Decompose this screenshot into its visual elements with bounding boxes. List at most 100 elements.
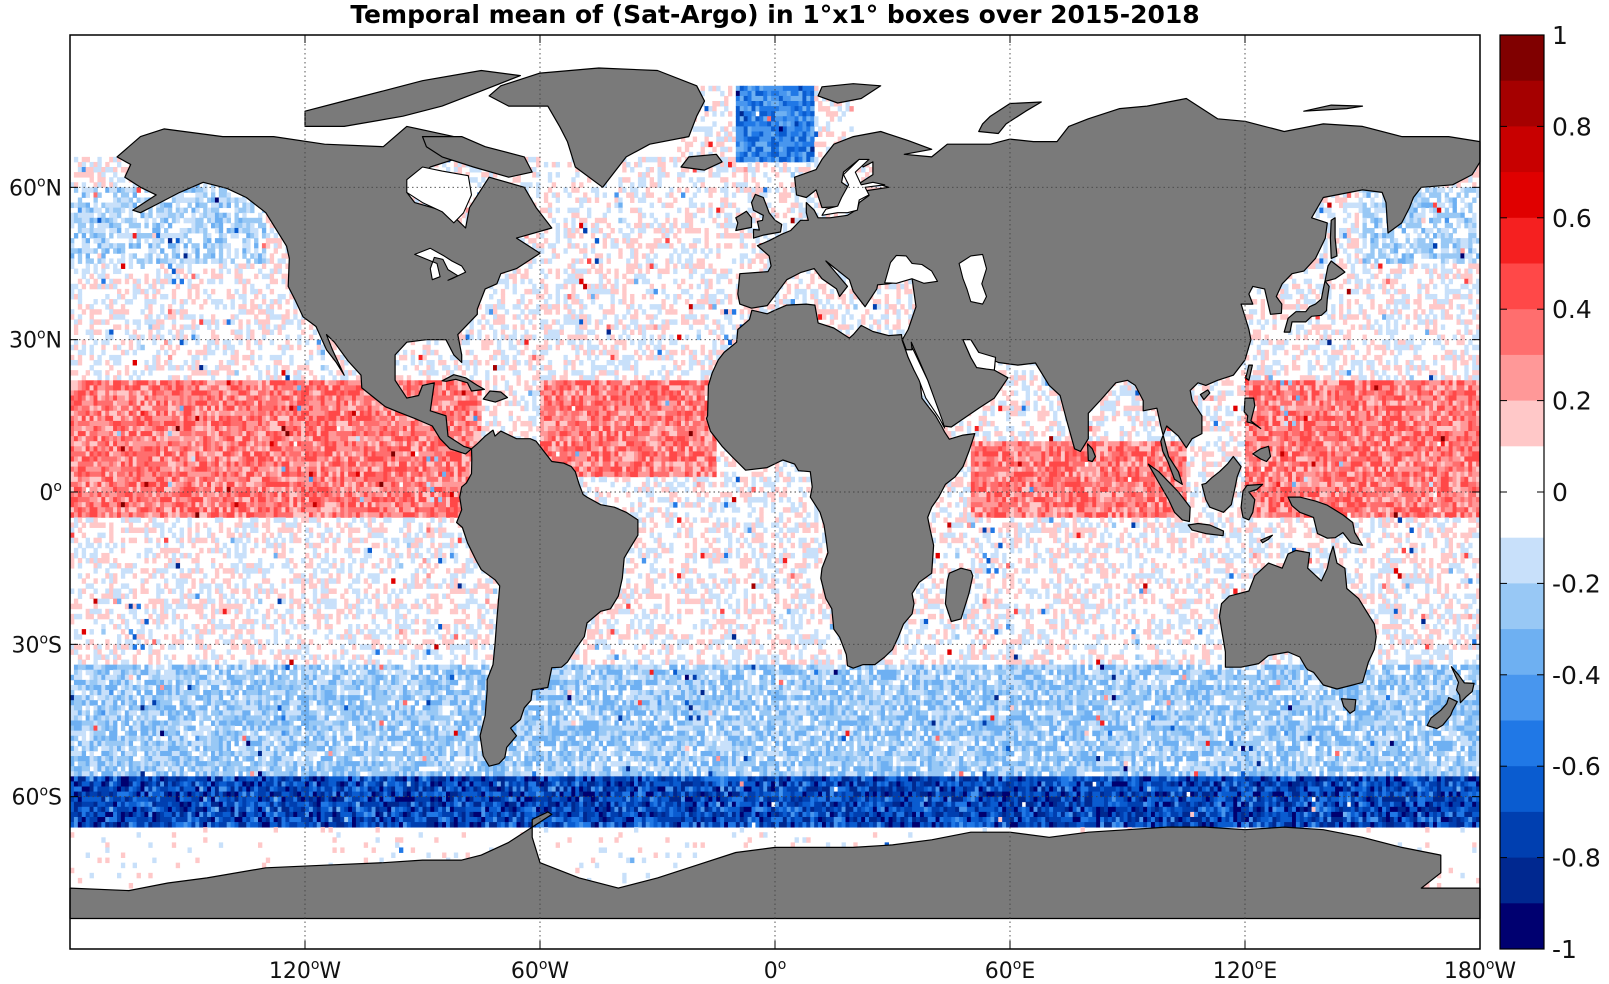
- heat-cell: [1389, 268, 1403, 275]
- heat-cell: [261, 293, 267, 300]
- heat-cell: [806, 121, 811, 127]
- heat-cell: [696, 177, 705, 183]
- heat-cell: [637, 182, 647, 188]
- heat-cell: [1401, 304, 1410, 310]
- heat-cell: [97, 172, 102, 178]
- heat-cell: [837, 116, 842, 122]
- heat-cell: [751, 131, 760, 137]
- heat-cell: [567, 243, 572, 249]
- heat-cell: [728, 111, 733, 117]
- heat-cell: [1413, 202, 1418, 209]
- heat-cell: [199, 319, 204, 325]
- heat-cell: [1433, 222, 1438, 229]
- heat-cell: [77, 222, 87, 229]
- heat-cell: [124, 273, 130, 280]
- heat-cell: [778, 299, 784, 305]
- heat-cell: [802, 111, 807, 117]
- heat-cell: [904, 288, 913, 295]
- heat-cell: [520, 324, 525, 330]
- heat-cell: [606, 202, 611, 209]
- heat-cell: [113, 197, 118, 203]
- heat-cell: [269, 304, 275, 310]
- heat-cell: [1476, 324, 1481, 330]
- heat-cell: [167, 314, 177, 320]
- heat-cell: [222, 263, 228, 269]
- heat-cell: [85, 192, 90, 198]
- heat-cell: [97, 156, 102, 163]
- heat-cell: [1464, 217, 1469, 224]
- heat-cell: [622, 233, 631, 239]
- heat-cell: [1456, 319, 1461, 325]
- heat-cell: [1440, 253, 1461, 259]
- heat-cell: [739, 187, 745, 193]
- heat-cell: [70, 212, 75, 219]
- heat-cell: [641, 253, 647, 259]
- heat-cell: [109, 243, 114, 249]
- heat-cell: [1358, 304, 1363, 310]
- heat-cell: [704, 136, 709, 143]
- heat-cell: [167, 222, 173, 229]
- heat-cell: [720, 177, 729, 183]
- heat-cell: [113, 268, 122, 275]
- heat-cell: [567, 161, 572, 168]
- heat-cell: [113, 263, 118, 269]
- heat-cell: [93, 238, 102, 244]
- heat-cell: [602, 243, 607, 249]
- heat-cell: [101, 217, 106, 224]
- heat-cell: [673, 248, 678, 254]
- heat-cell: [277, 299, 282, 305]
- heat-cell: [775, 111, 788, 117]
- heat-cell: [731, 126, 737, 132]
- heat-cell: [152, 293, 157, 300]
- heat-cell: [1476, 304, 1481, 310]
- heat-cell: [1386, 278, 1391, 285]
- heat-cell: [747, 167, 756, 173]
- heat-cell: [677, 172, 686, 178]
- heat-cell: [109, 177, 114, 183]
- heat-cell: [93, 187, 98, 193]
- heat-cell: [152, 324, 161, 330]
- heat-cell: [277, 324, 282, 330]
- heat-cell: [493, 314, 498, 320]
- heat-cell: [579, 319, 584, 325]
- heat-cell: [524, 329, 529, 335]
- heat-cell: [465, 329, 470, 335]
- heat-cell: [277, 304, 282, 310]
- heat-cell: [786, 116, 795, 122]
- heat-cell: [900, 304, 905, 310]
- heat-cell: [183, 253, 188, 259]
- heat-cell: [1327, 278, 1332, 285]
- heat-cell: [246, 258, 251, 264]
- heat-cell: [175, 207, 181, 214]
- heat-cell: [1397, 263, 1403, 269]
- heat-cell: [1339, 299, 1344, 305]
- heat-cell: [810, 95, 815, 102]
- heat-cell: [1460, 212, 1465, 219]
- heat-cell: [547, 258, 553, 264]
- heat-cell: [1452, 293, 1461, 300]
- heat-cell: [70, 258, 75, 264]
- heat-cell: [179, 334, 184, 341]
- heat-cell: [751, 177, 756, 183]
- heat-cell: [661, 222, 666, 229]
- heat-cell: [1339, 233, 1344, 239]
- heat-cell: [524, 304, 529, 310]
- heat-cell: [73, 268, 79, 275]
- heat-cell: [81, 156, 90, 163]
- heat-cell: [798, 101, 803, 107]
- heat-cell: [167, 278, 173, 285]
- heat-cell: [802, 126, 807, 132]
- heat-cell: [156, 278, 161, 285]
- heat-cell: [238, 227, 243, 234]
- heat-cell: [661, 233, 666, 239]
- heat-cell: [790, 121, 795, 127]
- heat-cell: [218, 253, 224, 259]
- heat-cell: [183, 258, 196, 264]
- heat-cell: [771, 116, 776, 122]
- heat-cell: [594, 217, 607, 224]
- heat-cell: [700, 293, 705, 300]
- heat-cell: [806, 111, 811, 117]
- heat-cell: [598, 263, 604, 269]
- heat-cell: [661, 227, 666, 234]
- heat-cell: [669, 156, 674, 163]
